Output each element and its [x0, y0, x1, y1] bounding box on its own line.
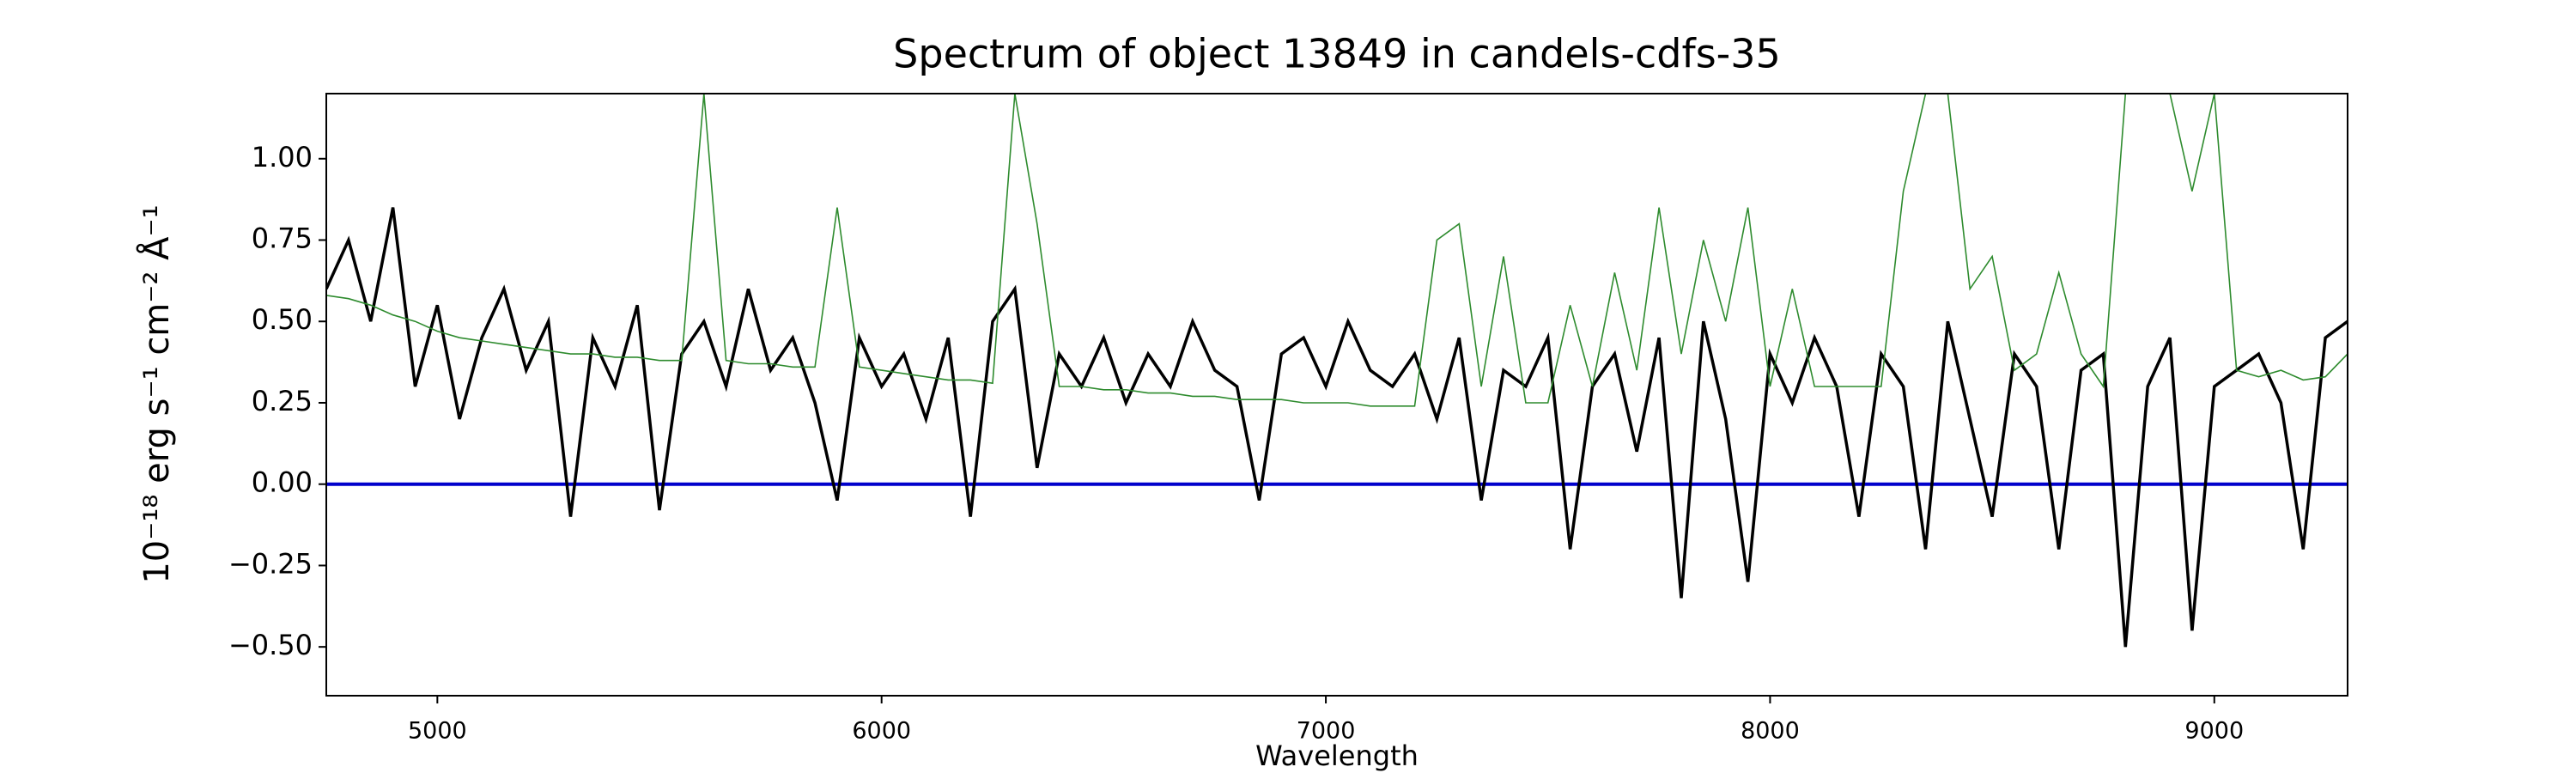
y-tick-label: 1.00	[252, 141, 313, 173]
y-axis-label: 10⁻¹⁸ erg s⁻¹ cm⁻² Å⁻¹	[136, 204, 177, 583]
chart-title: Spectrum of object 13849 in candels-cdfs…	[893, 31, 1781, 77]
spectrum-line	[326, 207, 2348, 648]
y-tick-label: 0.00	[252, 466, 313, 499]
x-tick-label: 8000	[1741, 718, 1800, 745]
x-axis-label: Wavelength	[1255, 740, 1419, 772]
plot-frame	[325, 93, 2348, 697]
x-tick-label: 6000	[852, 718, 911, 745]
y-tick-label: −0.50	[228, 629, 313, 661]
y-tick-label: 0.25	[252, 385, 313, 417]
y-tick-label: 0.75	[252, 222, 313, 255]
x-tick-label: 7000	[1297, 718, 1356, 745]
y-tick-label: 0.50	[252, 303, 313, 336]
x-tick-label: 9000	[2184, 718, 2244, 745]
spectrum-line	[326, 94, 2348, 407]
y-tick-label: −0.25	[228, 547, 313, 580]
x-tick-label: 5000	[408, 718, 467, 745]
